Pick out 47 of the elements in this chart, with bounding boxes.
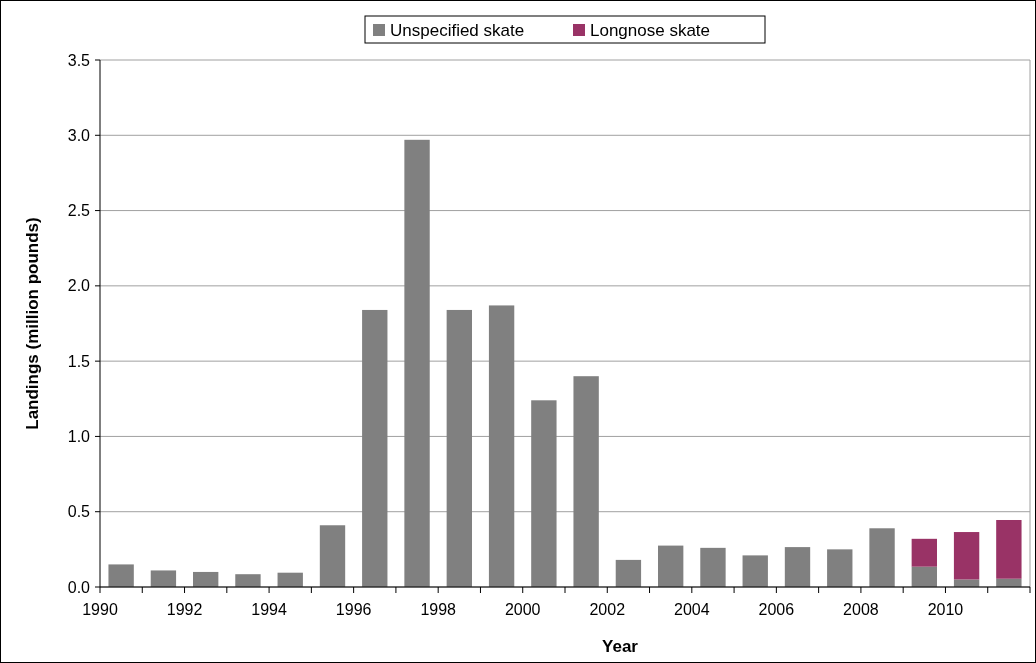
- y-tick-label: 3.0: [67, 126, 91, 144]
- y-tick-label: 3.5: [67, 51, 91, 69]
- y-axis-title: Landings (million pounds): [23, 217, 42, 430]
- bar: [953, 532, 980, 580]
- bar: [869, 528, 895, 587]
- y-tick-label: 2.5: [67, 202, 91, 220]
- bar: [404, 139, 430, 587]
- bar: [150, 570, 177, 587]
- x-tick-label: 2004: [674, 601, 710, 618]
- bar: [235, 574, 261, 587]
- bar: [615, 559, 642, 587]
- y-tick-label: 0.0: [67, 578, 91, 596]
- bar: [742, 555, 768, 587]
- bar: [531, 400, 557, 587]
- bar: [193, 571, 219, 587]
- x-tick-label: 1990: [82, 601, 118, 618]
- bar: [108, 564, 134, 587]
- bar: [362, 309, 388, 587]
- y-tick-label: 2.0: [67, 277, 91, 295]
- bar: [658, 545, 684, 587]
- x-axis-title: Year: [602, 637, 639, 656]
- bar: [996, 520, 1022, 579]
- x-tick-label: 1998: [420, 601, 457, 618]
- bar: [911, 538, 937, 567]
- bar: [446, 309, 472, 587]
- x-tick-label: 2002: [589, 601, 626, 618]
- y-tick-label: 1.0: [67, 428, 91, 446]
- bar: [784, 547, 811, 587]
- x-tick-label: 1996: [335, 601, 372, 618]
- bar: [953, 579, 980, 587]
- legend-label: Longnose skate: [590, 20, 711, 40]
- bar: [700, 547, 726, 587]
- x-tick-label: 1992: [166, 601, 203, 618]
- bar: [319, 525, 346, 587]
- y-tick-label: 0.5: [67, 503, 91, 521]
- x-tick-label: 2000: [504, 601, 541, 618]
- y-tick-label: 1.5: [67, 352, 91, 370]
- legend-label: Unspecified skate: [390, 20, 525, 40]
- x-tick-label: 1994: [251, 601, 287, 618]
- x-tick-label: 2008: [843, 601, 879, 618]
- bar: [488, 305, 515, 587]
- x-tick-label: 2006: [758, 601, 795, 618]
- bar: [911, 566, 937, 587]
- x-tick-label: 2010: [927, 601, 964, 618]
- bar: [827, 549, 853, 587]
- bar: [277, 572, 303, 587]
- bar: [573, 376, 599, 587]
